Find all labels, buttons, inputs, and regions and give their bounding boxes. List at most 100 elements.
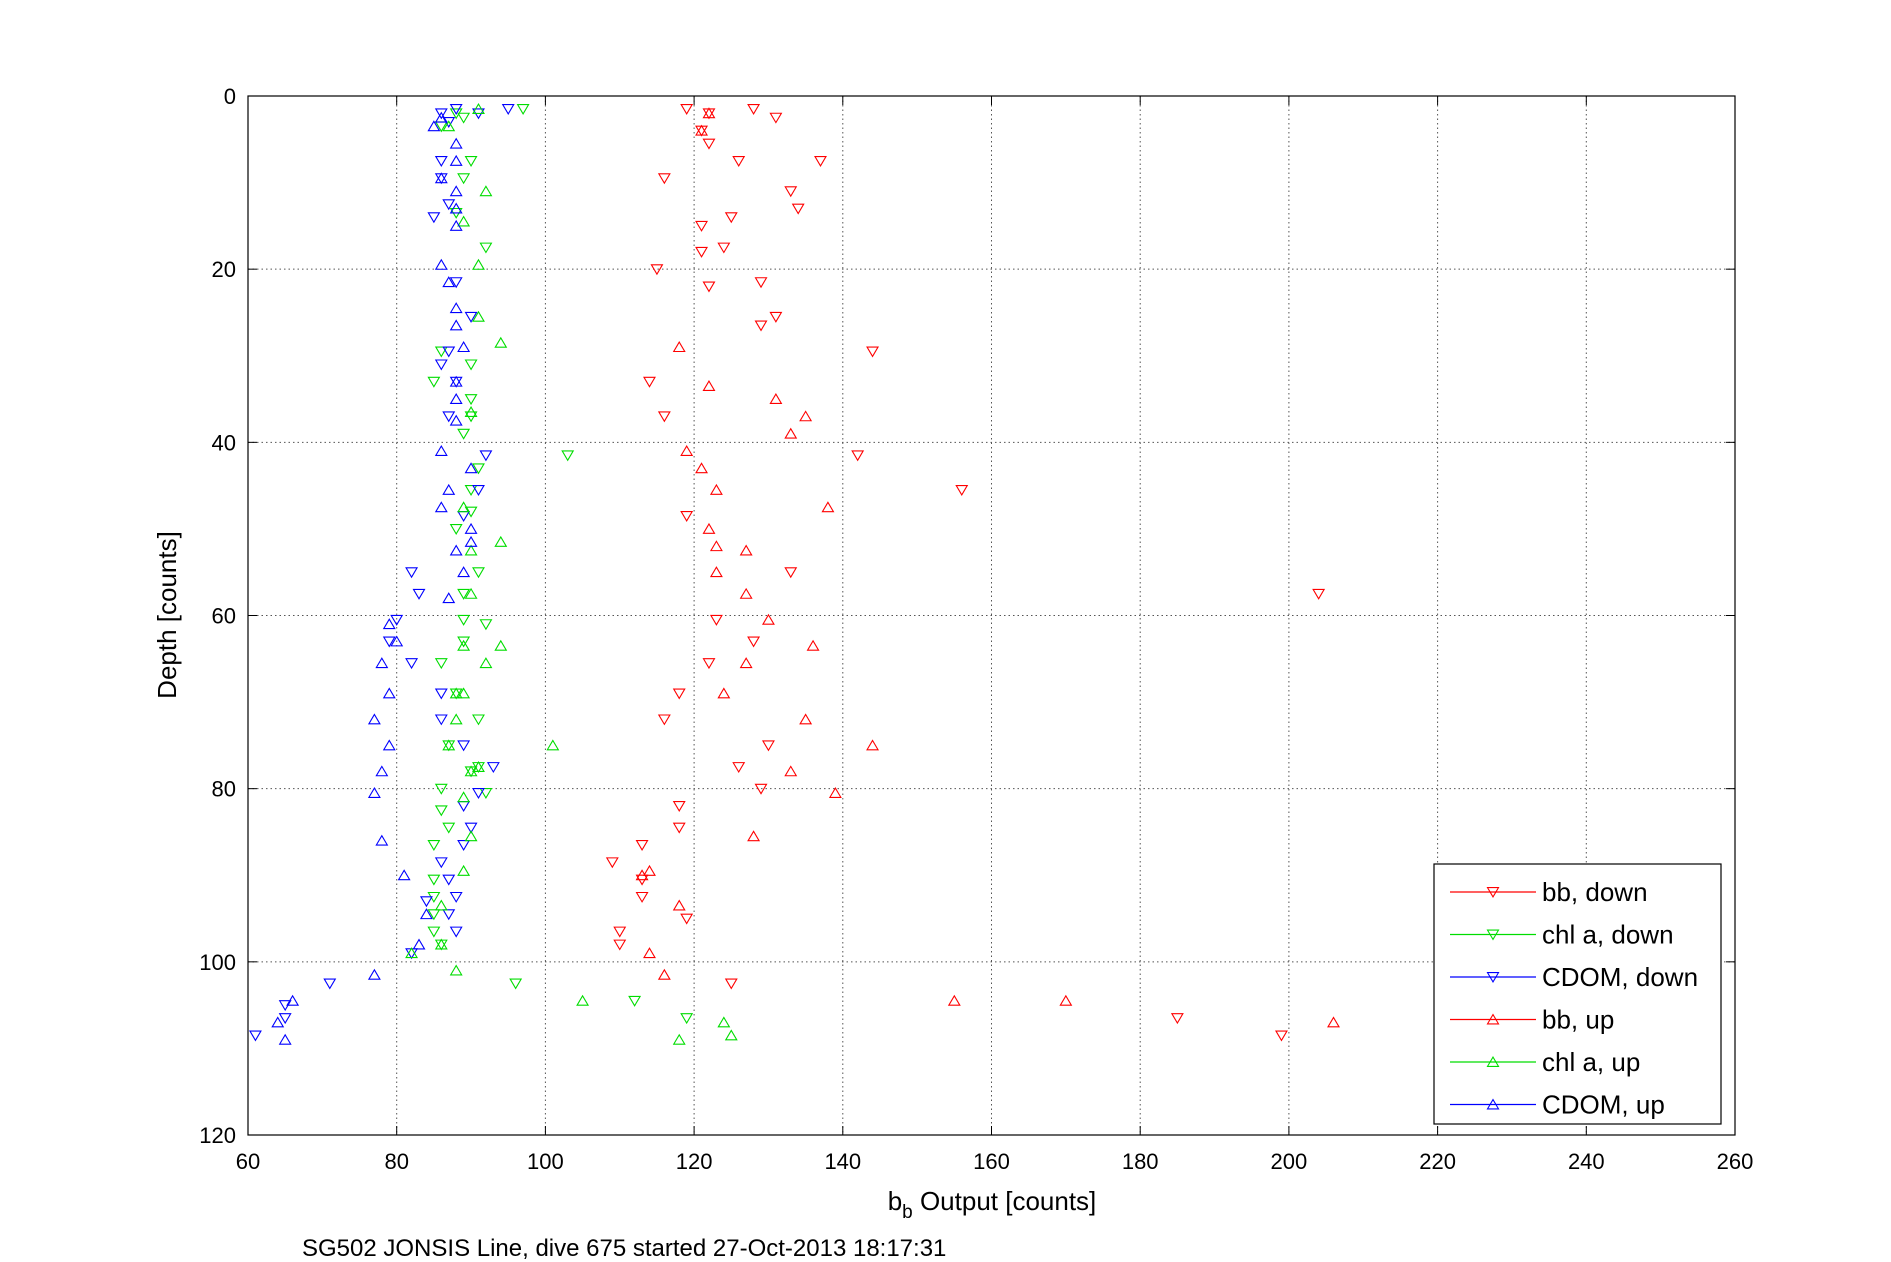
data-point	[397, 869, 411, 881]
data-point	[479, 450, 493, 462]
data-point	[1327, 1016, 1340, 1028]
legend-marker	[1486, 1055, 1500, 1067]
data-point	[412, 588, 426, 600]
data-point	[472, 102, 485, 114]
data-point	[457, 428, 471, 440]
data-point	[375, 834, 389, 846]
data-point	[784, 567, 798, 579]
data-markers	[248, 102, 1340, 1045]
data-point	[747, 830, 761, 842]
data-point	[724, 1029, 738, 1041]
data-point	[605, 857, 619, 869]
x-tick-label: 220	[1419, 1149, 1456, 1174]
data-point	[769, 393, 783, 404]
data-point	[382, 636, 396, 648]
data-point	[680, 913, 694, 925]
data-point	[784, 765, 798, 777]
data-point	[702, 138, 716, 150]
data-point	[717, 687, 731, 699]
data-point	[680, 444, 694, 456]
data-point	[442, 739, 456, 751]
x-axis-title-subscript: b	[902, 1202, 913, 1223]
data-point	[866, 346, 880, 358]
y-tick-label: 0	[224, 84, 236, 109]
data-point	[427, 376, 441, 388]
data-point	[449, 302, 463, 314]
x-tick-label: 240	[1568, 1149, 1605, 1174]
data-point	[472, 760, 485, 772]
data-point	[739, 657, 753, 669]
data-point	[479, 242, 493, 254]
legend-label: bb, up	[1542, 1005, 1614, 1035]
data-point	[442, 411, 456, 423]
data-point	[419, 896, 433, 908]
data-point	[449, 137, 463, 149]
data-point	[635, 839, 649, 851]
data-point	[472, 485, 485, 496]
data-point	[784, 427, 798, 439]
data-point	[672, 688, 686, 700]
data-point	[442, 199, 456, 211]
data-point	[717, 242, 731, 254]
data-point	[442, 346, 456, 358]
data-point	[449, 154, 463, 166]
data-point	[613, 939, 627, 951]
data-point	[457, 687, 471, 699]
data-point	[724, 212, 738, 224]
data-point	[449, 185, 463, 197]
data-point	[472, 463, 485, 475]
data-point	[375, 765, 389, 777]
data-point	[434, 111, 448, 123]
data-point	[717, 1016, 731, 1028]
data-point	[866, 739, 880, 751]
data-point	[828, 786, 842, 798]
x-axis-title-rest: Output [counts]	[913, 1186, 1097, 1216]
x-tick-label: 120	[676, 1149, 713, 1174]
data-point	[449, 277, 463, 289]
data-point	[761, 613, 775, 625]
data-point	[434, 444, 448, 456]
data-point	[680, 1013, 694, 1025]
data-point	[1275, 1030, 1288, 1042]
data-point	[739, 587, 753, 599]
data-point	[457, 864, 471, 876]
data-point	[464, 405, 478, 417]
data-point	[427, 120, 441, 132]
data-point	[672, 822, 686, 834]
data-point	[449, 393, 463, 404]
data-point	[434, 857, 448, 869]
data-point	[1059, 994, 1073, 1006]
grid-lines	[248, 96, 1735, 1135]
legend-label: CDOM, down	[1542, 962, 1698, 992]
data-point	[806, 639, 820, 651]
data-point	[278, 1013, 292, 1025]
data-point	[643, 376, 656, 388]
data-point	[709, 540, 723, 552]
data-point	[821, 501, 835, 513]
data-point	[754, 277, 768, 289]
data-point	[494, 336, 508, 348]
data-point	[1312, 588, 1326, 600]
data-point	[434, 501, 448, 513]
data-point	[434, 899, 448, 911]
x-tick-label: 160	[973, 1149, 1010, 1174]
data-point	[494, 535, 508, 547]
x-tick-label: 200	[1271, 1149, 1308, 1174]
y-tick-label: 80	[212, 777, 236, 802]
data-point	[724, 978, 738, 990]
legend-label: chl a, down	[1542, 920, 1674, 950]
y-tick-label: 120	[199, 1123, 236, 1148]
data-point	[367, 786, 381, 798]
data-point	[449, 891, 463, 903]
data-point	[442, 120, 456, 132]
series-5	[271, 111, 478, 1045]
data-point	[442, 909, 456, 921]
series-3	[635, 107, 1340, 1028]
data-point	[709, 483, 723, 495]
data-point	[672, 1033, 686, 1045]
data-point	[747, 636, 761, 648]
data-point	[449, 713, 463, 725]
data-point	[427, 839, 441, 851]
data-point	[479, 619, 493, 631]
data-point	[657, 714, 671, 726]
